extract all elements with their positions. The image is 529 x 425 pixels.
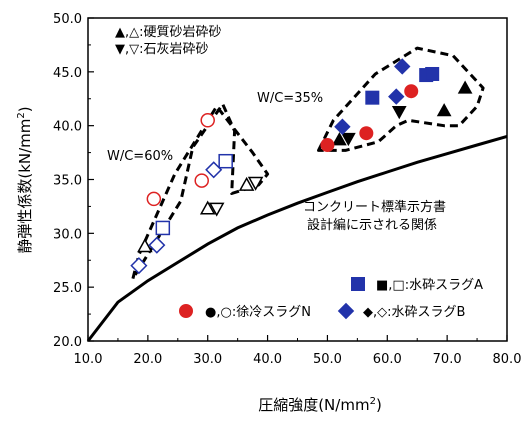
diamond-marker bbox=[205, 161, 223, 179]
x-tick-label: 50.0 bbox=[313, 352, 342, 367]
annotation-wc35: W/C=35% bbox=[257, 91, 323, 106]
y-tick-label: 50.0 bbox=[53, 12, 82, 27]
circle-marker bbox=[404, 84, 419, 99]
square-marker bbox=[351, 277, 365, 291]
regions-layer bbox=[131, 46, 485, 281]
y-tick-label: 35.0 bbox=[53, 174, 82, 189]
y-tick-label: 30.0 bbox=[53, 227, 82, 242]
region-wc60 bbox=[131, 102, 270, 281]
legend-limestone: ▼,▽:石灰岩砕砂 bbox=[115, 42, 209, 57]
y-axis-title: 静弾性係数(kN/mm2) bbox=[16, 106, 34, 253]
annotation-standard-line-1: コンクリート標準示方書 bbox=[303, 199, 446, 215]
standard-curve-layer bbox=[86, 134, 508, 342]
square-marker bbox=[365, 90, 380, 105]
x-tick-label: 40.0 bbox=[253, 352, 282, 367]
diamond-marker bbox=[337, 302, 355, 320]
legend-slag-n: ●,○:徐冷スラグN bbox=[205, 305, 311, 320]
circle-marker bbox=[359, 126, 374, 141]
triangle-down-marker bbox=[391, 105, 407, 120]
x-axis-title: 圧縮強度(N/mm2) bbox=[258, 396, 382, 414]
triangle-down-marker bbox=[341, 132, 356, 147]
x-tick-label: 60.0 bbox=[373, 352, 402, 367]
x-tick-label: 10.0 bbox=[74, 352, 103, 367]
triangle-up-marker bbox=[199, 200, 216, 215]
legend-markers-layer bbox=[179, 277, 365, 320]
diamond-marker bbox=[148, 236, 166, 254]
diamond-marker bbox=[394, 58, 411, 75]
standard-relation-curve bbox=[86, 134, 508, 342]
triangle-up-marker bbox=[332, 132, 347, 146]
ticks-layer: 10.0 20.0 30.0 40.0 50.0 60.0 70.0 80.0 20.0 25.0… bbox=[53, 12, 521, 367]
region-wc35 bbox=[317, 46, 485, 152]
annotation-standard-line-2: 設計編に示される関係 bbox=[307, 217, 437, 233]
y-tick-label: 45.0 bbox=[53, 66, 82, 81]
legend-slag-b: ◆,◇:水砕スラグB bbox=[363, 305, 465, 320]
markers-layer bbox=[130, 58, 473, 275]
circle-marker bbox=[179, 304, 193, 318]
annotation-wc60: W/C=60% bbox=[107, 149, 173, 164]
circle-marker bbox=[194, 173, 209, 188]
circle-marker bbox=[146, 191, 162, 207]
legend-hard-sandstone: ▲,△:硬質砂岩砕砂 bbox=[115, 25, 222, 40]
y-tick-label: 40.0 bbox=[53, 120, 82, 135]
triangle-up-marker bbox=[457, 80, 473, 94]
square-marker bbox=[218, 153, 233, 169]
triangle-down-marker bbox=[247, 176, 264, 191]
x-tick-label: 70.0 bbox=[433, 352, 462, 367]
y-tick-label: 20.0 bbox=[53, 335, 82, 350]
diamond-marker bbox=[388, 88, 405, 105]
diamond-marker bbox=[334, 118, 351, 135]
circle-marker bbox=[200, 113, 215, 128]
diamond-marker bbox=[130, 257, 148, 275]
square-marker bbox=[155, 220, 171, 236]
x-tick-label: 20.0 bbox=[133, 352, 162, 367]
legend-slag-a: ■,□:水砕スラグA bbox=[376, 278, 483, 293]
triangle-up-marker bbox=[436, 103, 452, 117]
triangle-up-marker bbox=[238, 176, 255, 191]
x-tick-label: 30.0 bbox=[193, 352, 222, 367]
circle-marker bbox=[320, 138, 335, 153]
x-tick-label: 80.0 bbox=[493, 352, 522, 367]
square-marker bbox=[425, 66, 440, 81]
triangle-down-marker bbox=[208, 202, 225, 217]
triangle-up-marker bbox=[137, 238, 153, 253]
y-tick-label: 25.0 bbox=[53, 281, 82, 296]
